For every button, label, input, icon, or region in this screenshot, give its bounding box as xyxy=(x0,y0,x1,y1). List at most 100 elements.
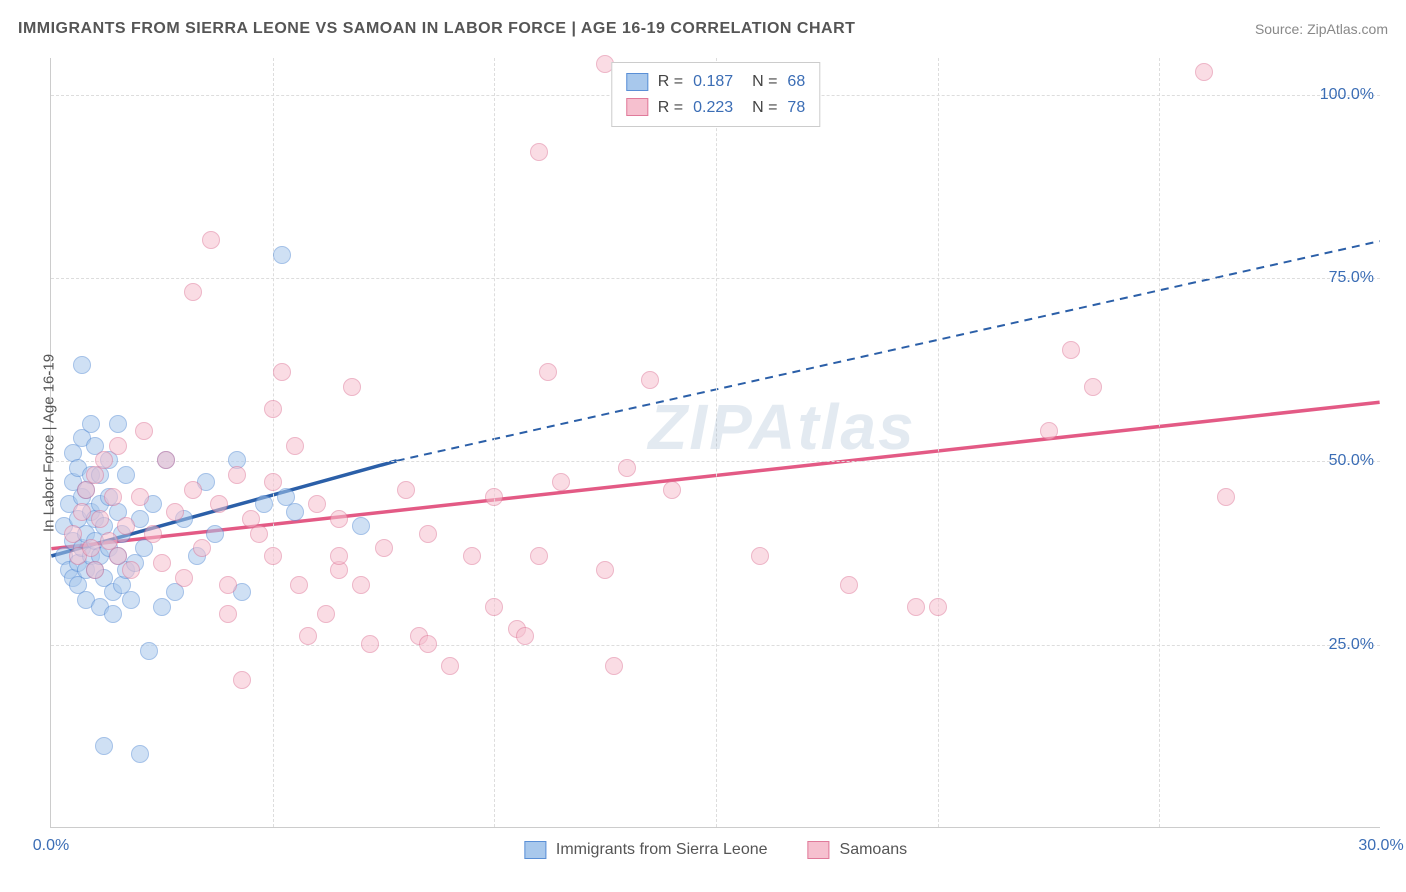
scatter-point xyxy=(175,569,193,587)
scatter-point xyxy=(352,576,370,594)
scatter-point xyxy=(91,510,109,528)
gridline-vertical xyxy=(273,58,274,827)
scatter-point xyxy=(907,598,925,616)
legend-n-value-1: 68 xyxy=(787,69,805,95)
scatter-point xyxy=(485,488,503,506)
scatter-point xyxy=(157,451,175,469)
legend-n-label: N = xyxy=(743,95,777,121)
chart-title: IMMIGRANTS FROM SIERRA LEONE VS SAMOAN I… xyxy=(18,20,855,38)
scatter-point xyxy=(530,143,548,161)
legend-n-value-2: 78 xyxy=(787,95,805,121)
y-tick-label: 50.0% xyxy=(1329,452,1374,470)
scatter-point xyxy=(210,495,228,513)
watermark: ZIPAtlas xyxy=(648,390,915,464)
scatter-point xyxy=(86,561,104,579)
scatter-point xyxy=(530,547,548,565)
x-tick-label: 30.0% xyxy=(1358,837,1403,855)
scatter-point xyxy=(264,400,282,418)
scatter-point xyxy=(144,525,162,543)
gridline-vertical xyxy=(716,58,717,827)
x-tick-label: 0.0% xyxy=(33,837,69,855)
scatter-point xyxy=(250,525,268,543)
scatter-point xyxy=(122,591,140,609)
legend-item-series-1: Immigrants from Sierra Leone xyxy=(524,841,768,859)
scatter-point xyxy=(206,525,224,543)
legend-n-label: N = xyxy=(743,69,777,95)
scatter-point xyxy=(219,576,237,594)
scatter-point xyxy=(299,627,317,645)
gridline-vertical xyxy=(494,58,495,827)
scatter-point xyxy=(153,554,171,572)
legend-label-series-2: Samoans xyxy=(840,841,908,859)
scatter-point xyxy=(929,598,947,616)
scatter-point xyxy=(95,451,113,469)
legend-item-series-2: Samoans xyxy=(808,841,908,859)
scatter-point xyxy=(539,363,557,381)
scatter-point xyxy=(419,525,437,543)
scatter-point xyxy=(140,642,158,660)
legend-series: Immigrants from Sierra Leone Samoans xyxy=(524,841,907,859)
scatter-point xyxy=(184,283,202,301)
scatter-point xyxy=(184,481,202,499)
scatter-point xyxy=(131,488,149,506)
scatter-plot-area: In Labor Force | Age 16-19 ZIPAtlas R = … xyxy=(50,58,1380,828)
scatter-point xyxy=(273,363,291,381)
scatter-point xyxy=(286,503,304,521)
scatter-point xyxy=(343,378,361,396)
scatter-point xyxy=(1217,488,1235,506)
scatter-point xyxy=(352,517,370,535)
scatter-point xyxy=(264,473,282,491)
scatter-point xyxy=(618,459,636,477)
scatter-point xyxy=(273,246,291,264)
scatter-point xyxy=(228,466,246,484)
scatter-point xyxy=(202,231,220,249)
y-axis-label: In Labor Force | Age 16-19 xyxy=(41,353,58,531)
scatter-point xyxy=(166,503,184,521)
scatter-point xyxy=(552,473,570,491)
legend-label-series-1: Immigrants from Sierra Leone xyxy=(556,841,768,859)
legend-swatch-series-1 xyxy=(524,841,546,859)
scatter-point xyxy=(641,371,659,389)
scatter-point xyxy=(516,627,534,645)
scatter-point xyxy=(131,745,149,763)
scatter-point xyxy=(153,598,171,616)
scatter-point xyxy=(264,547,282,565)
legend-row-series-1: R = 0.187 N = 68 xyxy=(626,69,805,95)
scatter-point xyxy=(317,605,335,623)
scatter-point xyxy=(1084,378,1102,396)
legend-swatch-series-2 xyxy=(808,841,830,859)
scatter-point xyxy=(1195,63,1213,81)
scatter-point xyxy=(219,605,237,623)
scatter-point xyxy=(104,488,122,506)
scatter-point xyxy=(109,547,127,565)
scatter-point xyxy=(840,576,858,594)
scatter-point xyxy=(361,635,379,653)
source-label: Source: ZipAtlas.com xyxy=(1255,21,1388,37)
legend-row-series-2: R = 0.223 N = 78 xyxy=(626,95,805,121)
scatter-point xyxy=(463,547,481,565)
scatter-point xyxy=(135,422,153,440)
legend-r-value-1: 0.187 xyxy=(693,69,733,95)
scatter-point xyxy=(375,539,393,557)
scatter-point xyxy=(109,415,127,433)
scatter-point xyxy=(233,671,251,689)
scatter-point xyxy=(117,466,135,484)
scatter-point xyxy=(104,605,122,623)
y-tick-label: 25.0% xyxy=(1329,636,1374,654)
gridline-vertical xyxy=(1159,58,1160,827)
scatter-point xyxy=(73,503,91,521)
scatter-point xyxy=(663,481,681,499)
legend-r-value-2: 0.223 xyxy=(693,95,733,121)
scatter-point xyxy=(82,415,100,433)
y-tick-label: 75.0% xyxy=(1329,269,1374,287)
scatter-point xyxy=(308,495,326,513)
scatter-point xyxy=(441,657,459,675)
scatter-point xyxy=(330,510,348,528)
scatter-point xyxy=(290,576,308,594)
scatter-point xyxy=(596,561,614,579)
scatter-point xyxy=(605,657,623,675)
scatter-point xyxy=(1040,422,1058,440)
scatter-point xyxy=(397,481,415,499)
scatter-point xyxy=(255,495,273,513)
scatter-point xyxy=(330,547,348,565)
